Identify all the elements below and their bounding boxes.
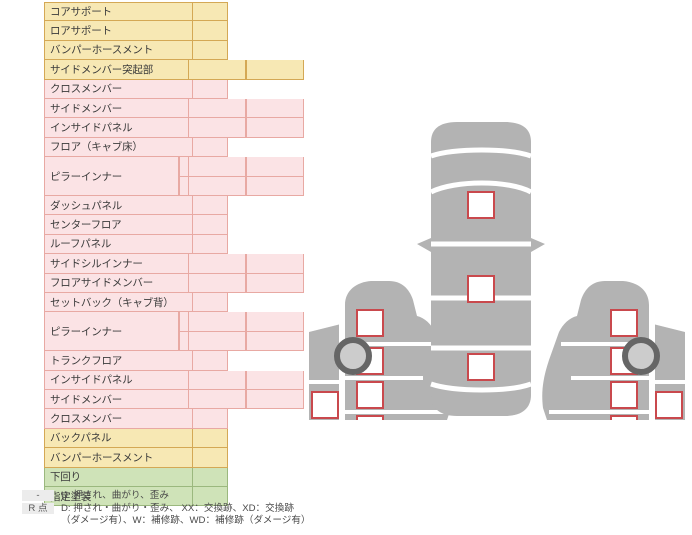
damage-cell-left[interactable] — [188, 176, 246, 196]
damage-cell[interactable] — [192, 448, 228, 468]
damage-cell-right[interactable] — [246, 273, 304, 293]
legend-key-rpoint: R 点 — [22, 502, 54, 514]
legend-text-2: D: 押され・曲がり・歪み、 XX：交換跡、XD：交換跡 — [61, 502, 294, 514]
marker-right-4 — [610, 415, 638, 420]
legend-row-1: - U: 押され、曲がり、歪み — [22, 490, 422, 503]
table-row-label: ピラーインナー — [44, 157, 179, 196]
damage-cell-right[interactable] — [246, 370, 304, 390]
marker-top-3 — [467, 353, 495, 381]
damage-cell-right[interactable] — [246, 312, 304, 332]
damage-cell[interactable] — [192, 40, 228, 61]
table-row-label: センターフロア — [44, 215, 207, 235]
legend-row-2: R 点 D: 押され・曲がり・歪み、 XX：交換跡、XD：交換跡 — [22, 502, 422, 516]
damage-cell-right[interactable] — [246, 176, 304, 196]
table-row-label: コアサポート — [44, 2, 207, 22]
table-row-label: ロアサポート — [44, 21, 207, 41]
damage-cell-right[interactable] — [246, 60, 304, 80]
table-row-label: クロスメンバー — [44, 409, 207, 429]
damage-cell-left[interactable] — [188, 312, 246, 332]
damage-cell-left[interactable] — [188, 60, 246, 80]
table-row-label: サイドメンバー突起部 — [44, 60, 207, 80]
damage-cell[interactable] — [192, 234, 228, 255]
marker-right-3 — [610, 381, 638, 409]
damage-cell-right[interactable] — [246, 157, 304, 177]
table-row-label: バンパーホースメント — [44, 40, 207, 61]
damage-cell-left[interactable] — [188, 370, 246, 390]
table-row-label: バックパネル — [44, 428, 207, 449]
right-side-view — [542, 281, 685, 420]
inspection-parts-table: コアサポート ロアサポート バンパーホースメント サイドメンバー突起部 クロスメンバーサ… — [44, 2, 304, 507]
table-row-label: インサイドパネル — [44, 118, 207, 138]
wheel-right-front — [622, 337, 660, 375]
damage-cell-left[interactable] — [188, 331, 246, 352]
table-row-label: インサイドパネル — [44, 370, 207, 390]
damage-cell[interactable] — [192, 196, 228, 216]
table-row-label: サイドメンバー — [44, 99, 207, 119]
damage-cell[interactable] — [192, 79, 228, 99]
table-row-label: セットバック（キャブ背） — [44, 293, 207, 313]
damage-cell-left[interactable] — [188, 99, 246, 119]
damage-cell-left[interactable] — [188, 390, 246, 410]
damage-cell-left[interactable] — [188, 273, 246, 293]
damage-cell-right[interactable] — [246, 331, 304, 352]
marker-left-1 — [356, 309, 384, 337]
table-row-label: フロアサイドメンバー — [44, 273, 207, 293]
damage-cell[interactable] — [192, 428, 228, 449]
wheel-left-front — [334, 337, 372, 375]
marker-left-fender — [311, 391, 339, 419]
damage-cell-left[interactable] — [188, 157, 246, 177]
damage-cell-left[interactable] — [188, 254, 246, 274]
damage-cell-right[interactable] — [246, 118, 304, 138]
table-row-label: サイドシルインナー — [44, 254, 207, 274]
marker-left-3 — [356, 381, 384, 409]
table-row-label: トランクフロア — [44, 351, 207, 371]
damage-cell[interactable] — [192, 293, 228, 313]
top-view — [417, 122, 545, 416]
damage-cell[interactable] — [192, 409, 228, 429]
marker-top-2 — [467, 275, 495, 303]
marker-top-1 — [467, 191, 495, 219]
damage-cell-right[interactable] — [246, 99, 304, 119]
legend-text-3: （ダメージ有）、W：補修跡、WD：補修跡（ダメージ有） — [61, 515, 311, 527]
legend-text-1: U: 押され、曲がり、歪み — [61, 490, 169, 501]
damage-cell[interactable] — [192, 467, 228, 487]
vehicle-diagram — [305, 120, 690, 420]
damage-cell[interactable] — [192, 137, 228, 158]
table-row-label: バンパーホースメント — [44, 448, 207, 468]
damage-cell[interactable] — [192, 215, 228, 235]
table-row-label: ダッシュパネル — [44, 196, 207, 216]
damage-cell[interactable] — [192, 21, 228, 41]
damage-cell[interactable] — [192, 487, 228, 507]
table-row-label: サイドメンバー — [44, 390, 207, 410]
table-row-label: 下回り — [44, 467, 207, 487]
damage-cell[interactable] — [192, 2, 228, 22]
left-side-view — [309, 281, 452, 420]
damage-cell-right[interactable] — [246, 390, 304, 410]
table-row-label: ルーフパネル — [44, 234, 207, 255]
table-row-label: ピラーインナー — [44, 312, 179, 352]
damage-cell-left[interactable] — [188, 118, 246, 138]
legend: - U: 押され、曲がり、歪み R 点 D: 押され・曲がり・歪み、 XX：交換… — [22, 490, 422, 528]
legend-key-dash: - — [22, 490, 54, 501]
damage-cell[interactable] — [192, 351, 228, 371]
damage-cell-right[interactable] — [246, 254, 304, 274]
marker-right-fender — [655, 391, 683, 419]
table-row-label: フロア（キャブ床） — [44, 137, 207, 158]
marker-left-4 — [356, 415, 384, 420]
table-row-label: クロスメンバー — [44, 79, 207, 99]
marker-right-1 — [610, 309, 638, 337]
